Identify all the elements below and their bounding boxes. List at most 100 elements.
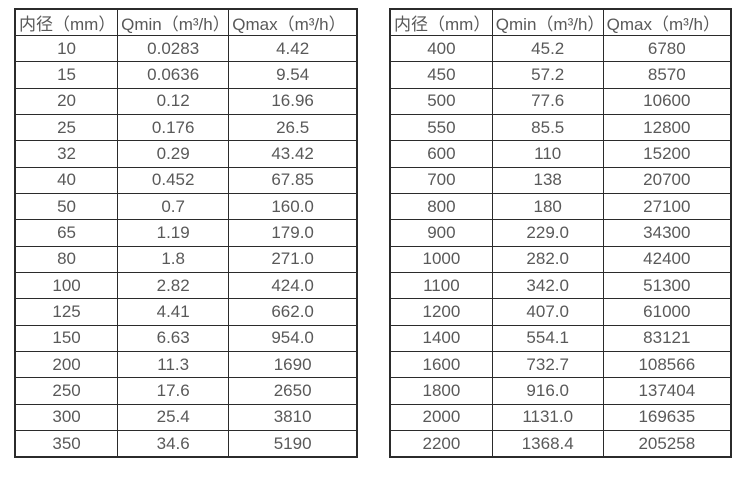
table-cell: 15200 [602, 140, 732, 168]
table-cell: 500 [389, 87, 493, 116]
table-cell: 67.85 [228, 166, 358, 195]
table-cell: 732.7 [491, 351, 604, 379]
table-row: 50 0.7 160.0 [14, 193, 358, 221]
table-cell: 0.12 [117, 87, 230, 116]
table-cell: 1.19 [117, 219, 230, 247]
header-row: 内径（mm） Qmin（m³/h） Qmax（m³/h） [14, 8, 358, 36]
table-cell: 50 [14, 193, 119, 221]
table-cell: 1.8 [117, 245, 230, 274]
table-cell: 1400 [389, 324, 493, 353]
table-cell: 1100 [389, 272, 493, 300]
table-row: 20 0.12 16.96 [14, 87, 358, 116]
table-row: 25 0.176 26.5 [14, 114, 358, 142]
table-cell: 5190 [228, 430, 358, 458]
table-row: 15 0.0636 9.54 [14, 61, 358, 89]
table-row: 550 85.5 12800 [389, 114, 732, 142]
table-row: 250 17.6 2650 [14, 377, 358, 405]
table-cell: 51300 [602, 272, 732, 300]
table-cell: 0.452 [117, 166, 230, 195]
table-cell: 2.82 [117, 272, 230, 300]
header-row: 内径（mm） Qmin（m³/h） Qmax（m³/h） [389, 8, 732, 36]
table-cell: 450 [389, 61, 493, 89]
table-cell: 10 [14, 34, 119, 63]
table-row: 350 34.6 5190 [14, 430, 358, 458]
table-cell: 85.5 [491, 114, 604, 142]
table-cell: 271.0 [228, 245, 358, 274]
table-cell: 179.0 [228, 219, 358, 247]
table-cell: 554.1 [491, 324, 604, 353]
table-cell: 1800 [389, 377, 493, 405]
table-cell: 1131.0 [491, 403, 604, 432]
table-row: 500 77.6 10600 [389, 87, 732, 116]
table-cell: 700 [389, 166, 493, 195]
table-cell: 108566 [602, 351, 732, 379]
table-cell: 32 [14, 140, 119, 168]
table-row: 200 11.3 1690 [14, 351, 358, 379]
table-cell: 83121 [602, 324, 732, 353]
table-cell: 17.6 [117, 377, 230, 405]
table-cell: 138 [491, 166, 604, 195]
table-cell: 9.54 [228, 61, 358, 89]
table-cell: 424.0 [228, 272, 358, 300]
table-cell: 300 [14, 403, 119, 432]
table-row: 600 110 15200 [389, 140, 732, 168]
table-cell: 42400 [602, 245, 732, 274]
table-row: 1600 732.7 108566 [389, 351, 732, 379]
table-cell: 900 [389, 219, 493, 247]
table-cell: 10600 [602, 87, 732, 116]
table-cell: 34300 [602, 219, 732, 247]
table-cell: 662.0 [228, 298, 358, 326]
table-cell: 169635 [602, 403, 732, 432]
table-row: 125 4.41 662.0 [14, 298, 358, 326]
column-header: Qmax（m³/h） [602, 8, 732, 36]
column-header: 内径（mm） [389, 8, 493, 36]
table-cell: 916.0 [491, 377, 604, 405]
table-cell: 2000 [389, 403, 493, 432]
table-cell: 125 [14, 298, 119, 326]
table-cell: 205258 [602, 430, 732, 458]
table-row: 2000 1131.0 169635 [389, 403, 732, 432]
table-cell: 180 [491, 193, 604, 221]
table-row: 10 0.0283 4.42 [14, 34, 358, 63]
table-cell: 16.96 [228, 87, 358, 116]
table-row: 100 2.82 424.0 [14, 272, 358, 300]
table-row: 1400 554.1 83121 [389, 324, 732, 353]
flow-table-small-diameters: 内径（mm） Qmin（m³/h） Qmax（m³/h） 10 0.0283 4.42 1… [14, 8, 358, 458]
table-cell: 2200 [389, 430, 493, 458]
table-cell: 40 [14, 166, 119, 195]
table-cell: 6780 [602, 34, 732, 63]
flow-table-large-diameters: 内径（mm） Qmin（m³/h） Qmax（m³/h） 400 45.2 6780 45… [389, 8, 732, 458]
table-cell: 600 [389, 140, 493, 168]
table-cell: 350 [14, 430, 119, 458]
table-cell: 250 [14, 377, 119, 405]
table-cell: 400 [389, 34, 493, 63]
table-cell: 20 [14, 87, 119, 116]
table-cell: 4.42 [228, 34, 358, 63]
table-row: 40 0.452 67.85 [14, 166, 358, 195]
flow-rate-tables: 内径（mm） Qmin（m³/h） Qmax（m³/h） 10 0.0283 4.42 1… [14, 8, 732, 458]
table-cell: 25.4 [117, 403, 230, 432]
table-cell: 45.2 [491, 34, 604, 63]
table-row: 1800 916.0 137404 [389, 377, 732, 405]
table-row: 80 1.8 271.0 [14, 245, 358, 274]
table-cell: 1690 [228, 351, 358, 379]
table-cell: 200 [14, 351, 119, 379]
table-cell: 2650 [228, 377, 358, 405]
table-row: 900 229.0 34300 [389, 219, 732, 247]
table-cell: 342.0 [491, 272, 604, 300]
column-header: Qmax（m³/h） [228, 8, 358, 36]
table-cell: 110 [491, 140, 604, 168]
table-cell: 3810 [228, 403, 358, 432]
table-cell: 1600 [389, 351, 493, 379]
table-cell: 25 [14, 114, 119, 142]
table-cell: 43.42 [228, 140, 358, 168]
table-cell: 0.7 [117, 193, 230, 221]
table-cell: 954.0 [228, 324, 358, 353]
table-row: 65 1.19 179.0 [14, 219, 358, 247]
column-header: Qmin（m³/h） [491, 8, 604, 36]
table-row: 1200 407.0 61000 [389, 298, 732, 326]
table-cell: 0.0283 [117, 34, 230, 63]
table-cell: 11.3 [117, 351, 230, 379]
table-cell: 160.0 [228, 193, 358, 221]
table-cell: 1000 [389, 245, 493, 274]
